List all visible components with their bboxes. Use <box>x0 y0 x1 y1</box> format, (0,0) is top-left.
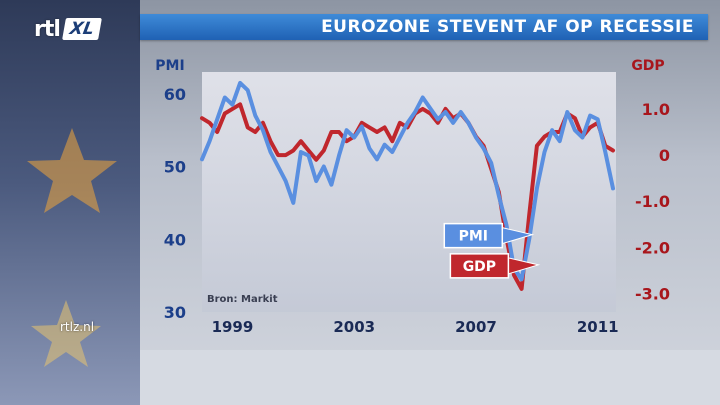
right-tick-label: 1.0 <box>642 100 670 119</box>
left-axis-title: PMI <box>155 58 184 74</box>
series-line-gdp <box>200 102 615 291</box>
left-tick-label: 60 <box>164 85 186 104</box>
right-tick-label: -1.0 <box>635 192 670 211</box>
left-tick-label: 30 <box>164 303 186 322</box>
euro-star-decor-2 <box>31 300 101 367</box>
plot-area <box>202 72 616 312</box>
bottom-band <box>140 350 720 405</box>
x-tick-label: 1999 <box>212 318 254 336</box>
callout-label-gdp: GDP <box>463 259 496 275</box>
left-tick-label: 50 <box>164 158 186 177</box>
euro-star-decor <box>27 128 117 213</box>
chart-title: EUROZONE STEVENT AF OP RECESSIE <box>140 14 708 40</box>
x-tick-label: 2003 <box>333 318 375 336</box>
right-axis-title: GDP <box>631 58 664 74</box>
x-tick-label: 2011 <box>577 318 619 336</box>
x-tick-label: 2007 <box>455 318 497 336</box>
callout-label-pmi: PMI <box>459 229 488 245</box>
right-tick-label: -3.0 <box>635 285 670 304</box>
right-tick-label: 0 <box>659 146 670 165</box>
source-note: Bron: Markit <box>207 294 278 305</box>
right-tick-label: -2.0 <box>635 238 670 257</box>
site-url: rtlz.nl <box>60 320 95 334</box>
callout-box-pmi <box>443 222 504 249</box>
left-tick-label: 40 <box>164 230 186 249</box>
logo-xl-text: XL <box>61 18 102 40</box>
callout-box-gdp <box>449 253 510 279</box>
logo-rtl-text: rtl <box>34 16 61 42</box>
rtlxl-logo: rtl XL <box>34 16 102 42</box>
series-line-pmi <box>200 80 615 282</box>
